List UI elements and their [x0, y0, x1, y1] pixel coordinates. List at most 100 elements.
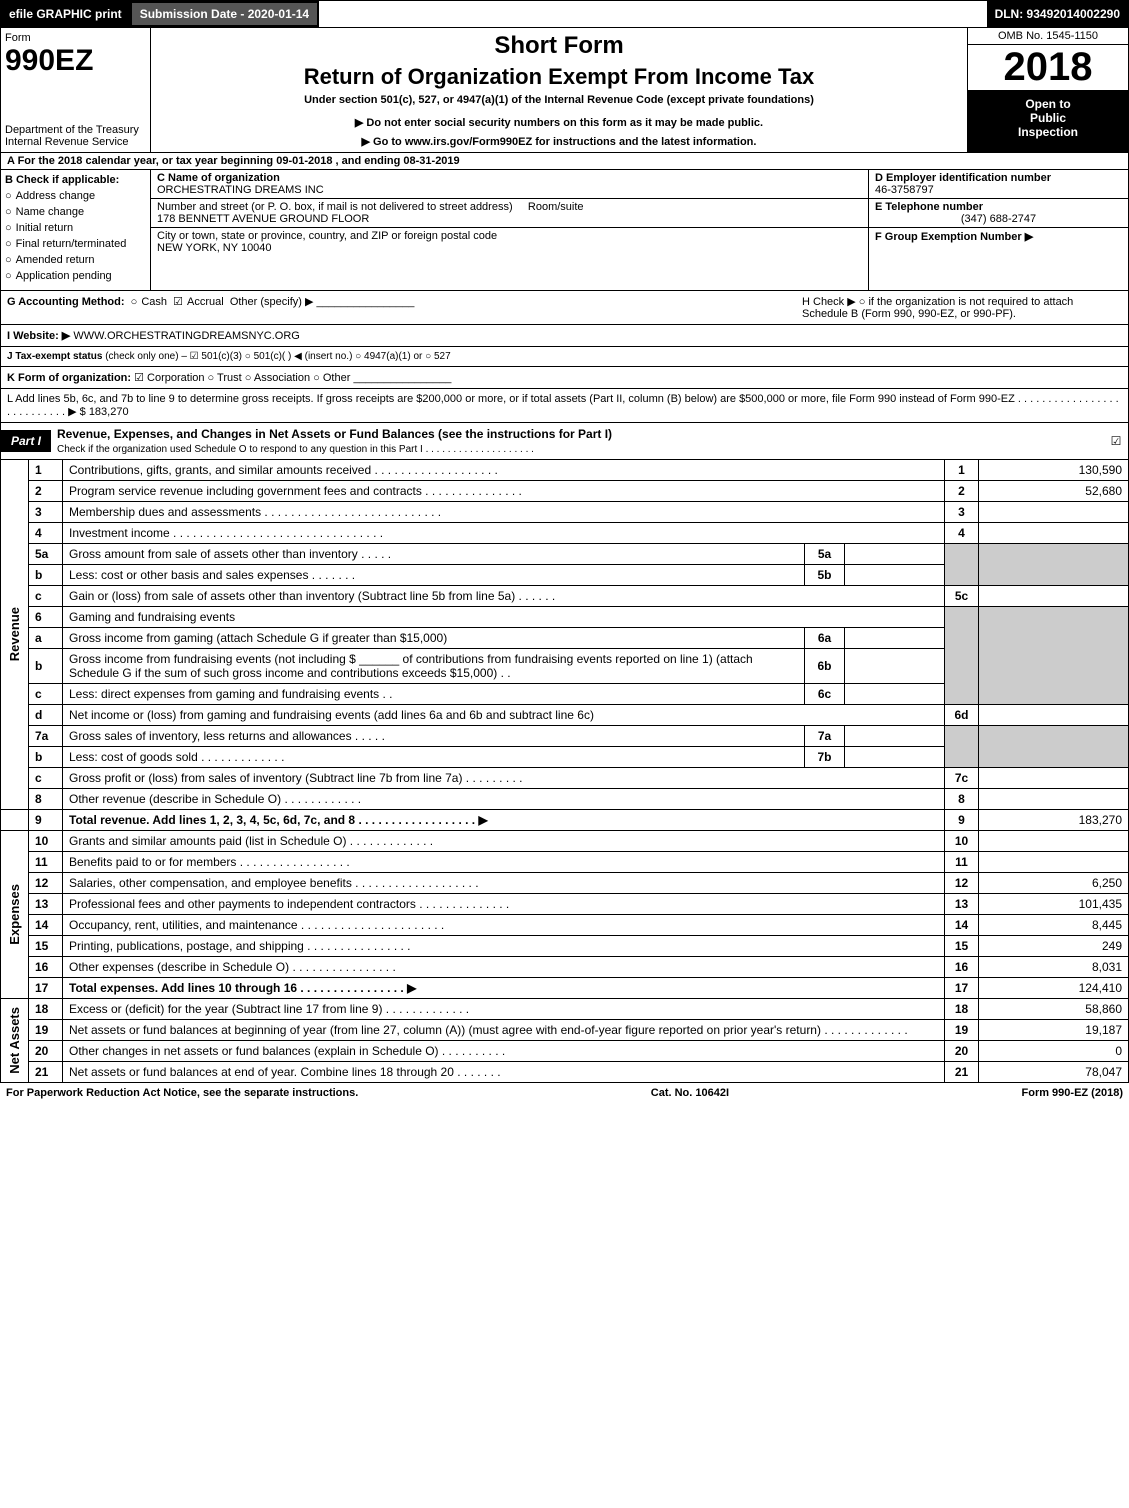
dept-line2: Internal Revenue Service [5, 136, 146, 148]
f-label: F Group Exemption Number ▶ [875, 231, 1033, 243]
chk-address-change[interactable]: Address change [5, 190, 146, 202]
r5b-num: b [29, 565, 63, 586]
r12-num: 12 [29, 873, 63, 894]
tax-year: 2018 [968, 45, 1128, 91]
phone-value: (347) 688-2747 [875, 213, 1122, 225]
row-11: 11 Benefits paid to or for members . . .… [1, 852, 1129, 873]
r5b-subamt [845, 565, 945, 586]
part1-label: Part I [1, 430, 51, 452]
r4-amt [979, 523, 1129, 544]
row-8: 8 Other revenue (describe in Schedule O)… [1, 789, 1129, 810]
r14-amt: 8,445 [979, 915, 1129, 936]
return-title: Return of Organization Exempt From Incom… [155, 64, 963, 90]
r2-num: 2 [29, 481, 63, 502]
r15-num: 15 [29, 936, 63, 957]
r5c-amt [979, 586, 1129, 607]
r7b-subamt [845, 747, 945, 768]
section-g-h: G Accounting Method: Cash Accrual Other … [0, 291, 1129, 325]
i-label: I Website: ▶ [7, 330, 70, 342]
r6c-num: c [29, 684, 63, 705]
k-label: K Form of organization: [7, 372, 131, 384]
r6abc-grayamt [979, 607, 1129, 705]
r16-box: 16 [945, 957, 979, 978]
chk-initial-return[interactable]: Initial return [5, 222, 146, 234]
k-options[interactable]: ☑ Corporation ○ Trust ○ Association ○ Ot… [134, 372, 350, 384]
ein-value: 46-3758797 [875, 184, 1122, 196]
chk-name-change[interactable]: Name change [5, 206, 146, 218]
r21-desc: Net assets or fund balances at end of ye… [63, 1062, 945, 1083]
row-1: Revenue 1 Contributions, gifts, grants, … [1, 460, 1129, 481]
room-label: Room/suite [528, 201, 584, 213]
org-info-grid: B Check if applicable: Address change Na… [0, 170, 1129, 291]
r2-amt: 52,680 [979, 481, 1129, 502]
r1-num: 1 [29, 460, 63, 481]
r6abc-graybox [945, 607, 979, 705]
r5ab-grayamt [979, 544, 1129, 586]
r10-box: 10 [945, 831, 979, 852]
row-5a: 5a Gross amount from sale of assets othe… [1, 544, 1129, 565]
part1-check[interactable]: ☑ [1104, 434, 1128, 448]
r6d-desc: Net income or (loss) from gaming and fun… [63, 705, 945, 726]
website-value[interactable]: WWW.ORCHESTRATINGDREAMSNYC.ORG [73, 330, 300, 342]
r5c-box: 5c [945, 586, 979, 607]
org-street-cell: Number and street (or P. O. box, if mail… [151, 199, 868, 228]
r6c-subamt [845, 684, 945, 705]
efile-print-label[interactable]: efile GRAPHIC print [1, 1, 130, 27]
r13-box: 13 [945, 894, 979, 915]
g-cash[interactable]: Cash [131, 296, 167, 308]
r5a-num: 5a [29, 544, 63, 565]
r18-desc: Excess or (deficit) for the year (Subtra… [63, 999, 945, 1020]
r6a-sub: 6a [805, 628, 845, 649]
side-blank-9 [1, 810, 29, 831]
r6b-subamt [845, 649, 945, 684]
g-accrual[interactable]: Accrual [173, 296, 224, 308]
goto-link[interactable]: ▶ Go to www.irs.gov/Form990EZ for instru… [155, 135, 963, 148]
j-options[interactable]: (check only one) – ☑ 501(c)(3) ○ 501(c)(… [105, 351, 450, 362]
lines-table: Revenue 1 Contributions, gifts, grants, … [0, 460, 1129, 1083]
r6d-box: 6d [945, 705, 979, 726]
e-label: E Telephone number [875, 201, 1122, 213]
row-17: 17 Total expenses. Add lines 10 through … [1, 978, 1129, 999]
r16-num: 16 [29, 957, 63, 978]
top-bar: efile GRAPHIC print Submission Date - 20… [0, 0, 1129, 28]
row-3: 3 Membership dues and assessments . . . … [1, 502, 1129, 523]
r19-box: 19 [945, 1020, 979, 1041]
period-mid: , and ending [336, 155, 404, 167]
g-label: G Accounting Method: [7, 296, 125, 308]
r9-num: 9 [29, 810, 63, 831]
chk-application-pending[interactable]: Application pending [5, 270, 146, 282]
r2-desc: Program service revenue including govern… [63, 481, 945, 502]
section-h[interactable]: H Check ▶ ○ if the organization is not r… [802, 295, 1122, 320]
r5b-sub: 5b [805, 565, 845, 586]
r4-num: 4 [29, 523, 63, 544]
page-footer: For Paperwork Reduction Act Notice, see … [0, 1083, 1129, 1103]
r9-box: 9 [945, 810, 979, 831]
chk-final-return[interactable]: Final return/terminated [5, 238, 146, 250]
section-b: B Check if applicable: Address change Na… [1, 170, 151, 290]
r20-amt: 0 [979, 1041, 1129, 1062]
chk-amended-return[interactable]: Amended return [5, 254, 146, 266]
r20-num: 20 [29, 1041, 63, 1062]
dln-number: DLN: 93492014002290 [987, 1, 1128, 27]
r11-desc: Benefits paid to or for members . . . . … [63, 852, 945, 873]
ein-cell: D Employer identification number 46-3758… [869, 170, 1128, 199]
r3-num: 3 [29, 502, 63, 523]
row-19: 19 Net assets or fund balances at beginn… [1, 1020, 1129, 1041]
side-revenue-label: Revenue [7, 607, 22, 661]
r5c-desc: Gain or (loss) from sale of assets other… [63, 586, 945, 607]
header-right: OMB No. 1545-1150 2018 Open to Public In… [968, 28, 1128, 152]
r20-desc: Other changes in net assets or fund bala… [63, 1041, 945, 1062]
row-9: 9 Total revenue. Add lines 1, 2, 3, 4, 5… [1, 810, 1129, 831]
r5b-desc: Less: cost or other basis and sales expe… [63, 565, 805, 586]
r15-amt: 249 [979, 936, 1129, 957]
r1-desc: Contributions, gifts, grants, and simila… [63, 460, 945, 481]
org-name: ORCHESTRATING DREAMS INC [157, 184, 862, 196]
r1-amt: 130,590 [979, 460, 1129, 481]
footer-mid: Cat. No. 10642I [651, 1087, 729, 1099]
r11-num: 11 [29, 852, 63, 873]
g-other[interactable]: Other (specify) ▶ [230, 296, 314, 308]
r21-box: 21 [945, 1062, 979, 1083]
row-14: 14 Occupancy, rent, utilities, and maint… [1, 915, 1129, 936]
ssn-notice: ▶ Do not enter social security numbers o… [155, 116, 963, 129]
r17-amt: 124,410 [979, 978, 1129, 999]
